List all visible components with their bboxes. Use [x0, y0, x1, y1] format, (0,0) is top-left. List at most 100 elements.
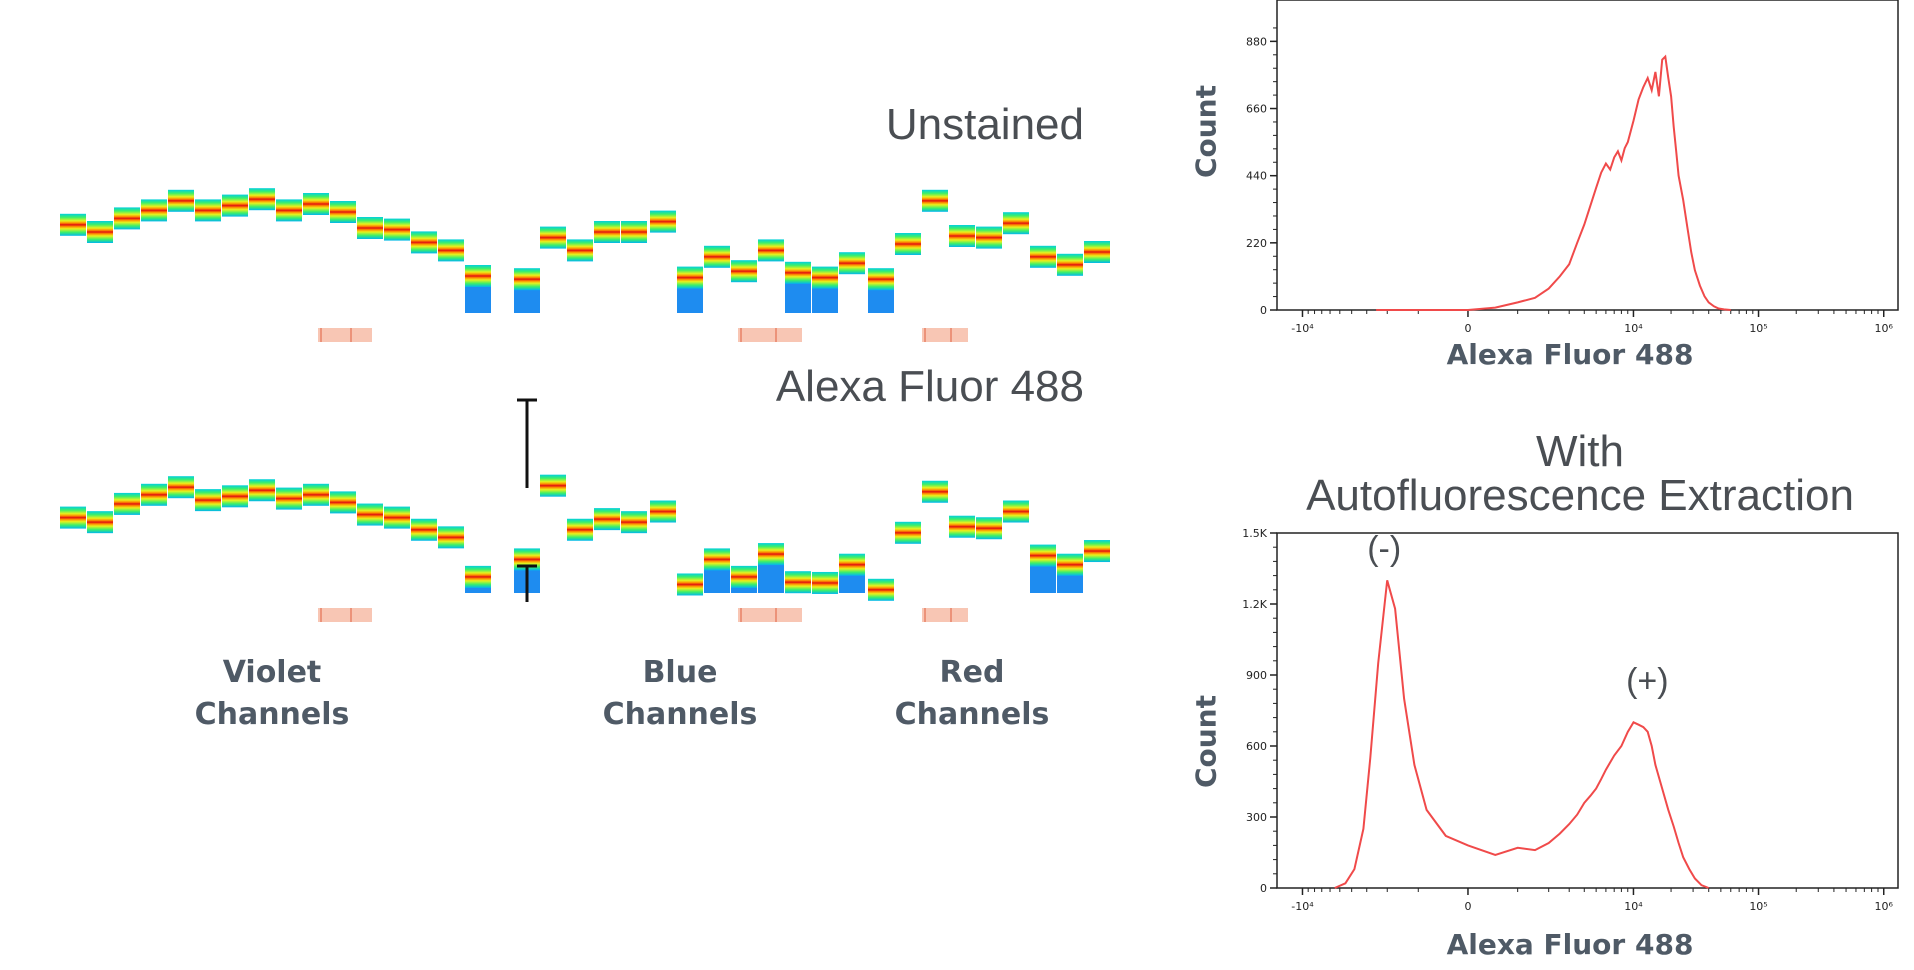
y-tick-label: 900 — [1246, 669, 1267, 682]
channel-cell — [87, 221, 113, 243]
y-tick-label: 440 — [1246, 170, 1267, 183]
laser-marker — [318, 608, 372, 622]
plot-frame — [1276, 532, 1899, 889]
channel-cell — [785, 571, 811, 594]
channel-cell — [357, 217, 383, 239]
channel-cell — [465, 565, 491, 588]
channel-cell — [249, 479, 275, 502]
y-tick-label: 220 — [1246, 237, 1267, 250]
channel-cell — [922, 480, 948, 503]
x-tick-label: 10⁶ — [1875, 900, 1894, 913]
channel-cell — [168, 476, 194, 499]
channel-cell — [87, 511, 113, 534]
channel-cell — [731, 260, 757, 283]
x-tick-label: -10⁴ — [1291, 322, 1314, 335]
signal-floor — [758, 563, 784, 593]
laser-marker — [738, 608, 802, 622]
channel-cell — [1084, 241, 1110, 263]
hist2-title: With Autofluorescence Extraction — [1220, 430, 1914, 518]
x-tick-label: 10⁵ — [1749, 322, 1767, 335]
signal-floor — [514, 288, 540, 313]
laser-marker — [922, 328, 968, 342]
channel-cell — [384, 218, 410, 241]
histogram-line — [1334, 580, 1710, 889]
x-tick-label: 10⁶ — [1875, 322, 1894, 335]
hist2-title-line1: With — [1536, 427, 1624, 476]
channel-cell — [303, 483, 329, 506]
channel-cell — [1057, 553, 1083, 576]
channel-cell — [465, 265, 491, 287]
y-tick-label: 0 — [1260, 882, 1267, 895]
channel-cell — [567, 239, 593, 262]
blue-channels-label: Blue Channels — [602, 655, 758, 732]
channel-cell — [1003, 500, 1029, 523]
y-tick-label: 1.5K — [1242, 527, 1267, 540]
histogram-1: 0 220 440 660 880 -10⁴ 0 10⁴ 10⁵ 10⁶ — [1246, 0, 1899, 335]
channel-cell — [357, 503, 383, 526]
channel-cell — [650, 500, 676, 523]
x-tick-label: 10⁵ — [1749, 900, 1767, 913]
x-tick-label: 0 — [1464, 322, 1471, 335]
signal-floor — [1057, 573, 1083, 593]
channel-cell — [812, 571, 838, 594]
channel-cell — [438, 526, 464, 549]
channel-cell — [276, 199, 302, 222]
hist2-title-line2: Autofluorescence Extraction — [1306, 471, 1854, 520]
channel-cell — [785, 261, 811, 284]
channel-cell — [567, 518, 593, 541]
channel-cell — [621, 221, 647, 243]
x-tick-label: -10⁴ — [1291, 900, 1314, 913]
hist1-y-axis-label: Count — [1189, 84, 1223, 179]
y-tick-label: 300 — [1246, 811, 1267, 824]
signal-floor — [839, 573, 865, 593]
channel-cell — [60, 506, 86, 529]
channel-cell — [114, 207, 140, 230]
channel-cell — [222, 485, 248, 508]
channel-cell — [195, 199, 221, 222]
y-tick-label: 1.2K — [1242, 598, 1267, 611]
hist2-x-axis-label: Alexa Fluor 488 — [1446, 928, 1694, 961]
laser-marker — [922, 608, 968, 622]
signal-floor — [677, 286, 703, 313]
unstained-spectrum — [60, 188, 1110, 342]
channel-cell — [1003, 212, 1029, 235]
channel-cell — [704, 548, 730, 571]
channel-cell — [330, 201, 356, 223]
channel-cell — [868, 578, 894, 601]
y-tick-label: 0 — [1260, 304, 1267, 317]
channel-cell — [1057, 253, 1083, 276]
channel-cell — [758, 543, 784, 566]
channel-cell — [621, 511, 647, 534]
channel-cell — [60, 213, 86, 236]
hist2-y-axis-label: Count — [1189, 694, 1223, 789]
channel-cell — [114, 492, 140, 515]
hist1-x-axis-label: Alexa Fluor 488 — [1446, 338, 1694, 371]
channel-cell — [594, 221, 620, 243]
channel-cell — [650, 210, 676, 233]
x-tick-label: 10⁴ — [1624, 900, 1643, 913]
channel-cell — [704, 245, 730, 268]
laser-marker — [738, 328, 802, 342]
channel-cell — [141, 199, 167, 222]
channel-cell — [303, 193, 329, 215]
negative-peak-annotation: (-) — [1367, 530, 1402, 569]
alexa-fluor-488-spectrum — [60, 474, 1110, 622]
signal-floor — [465, 285, 491, 313]
signal-floor — [812, 286, 838, 313]
histogram-line — [1376, 54, 1731, 311]
channel-cell — [895, 233, 921, 255]
signal-floor — [1030, 564, 1056, 593]
channel-cell — [276, 487, 302, 510]
red-channels-label: Red Channels — [894, 655, 1050, 732]
channel-cell — [168, 189, 194, 212]
y-tick-label: 660 — [1246, 103, 1267, 116]
unstained-title: Unstained — [885, 100, 1084, 149]
channel-cell — [839, 553, 865, 576]
signal-floor — [868, 288, 894, 313]
channel-cell — [141, 483, 167, 506]
violet-channels-label: Violet Channels — [194, 655, 350, 732]
y-tick-label: 880 — [1246, 35, 1267, 48]
channel-cell — [922, 189, 948, 212]
